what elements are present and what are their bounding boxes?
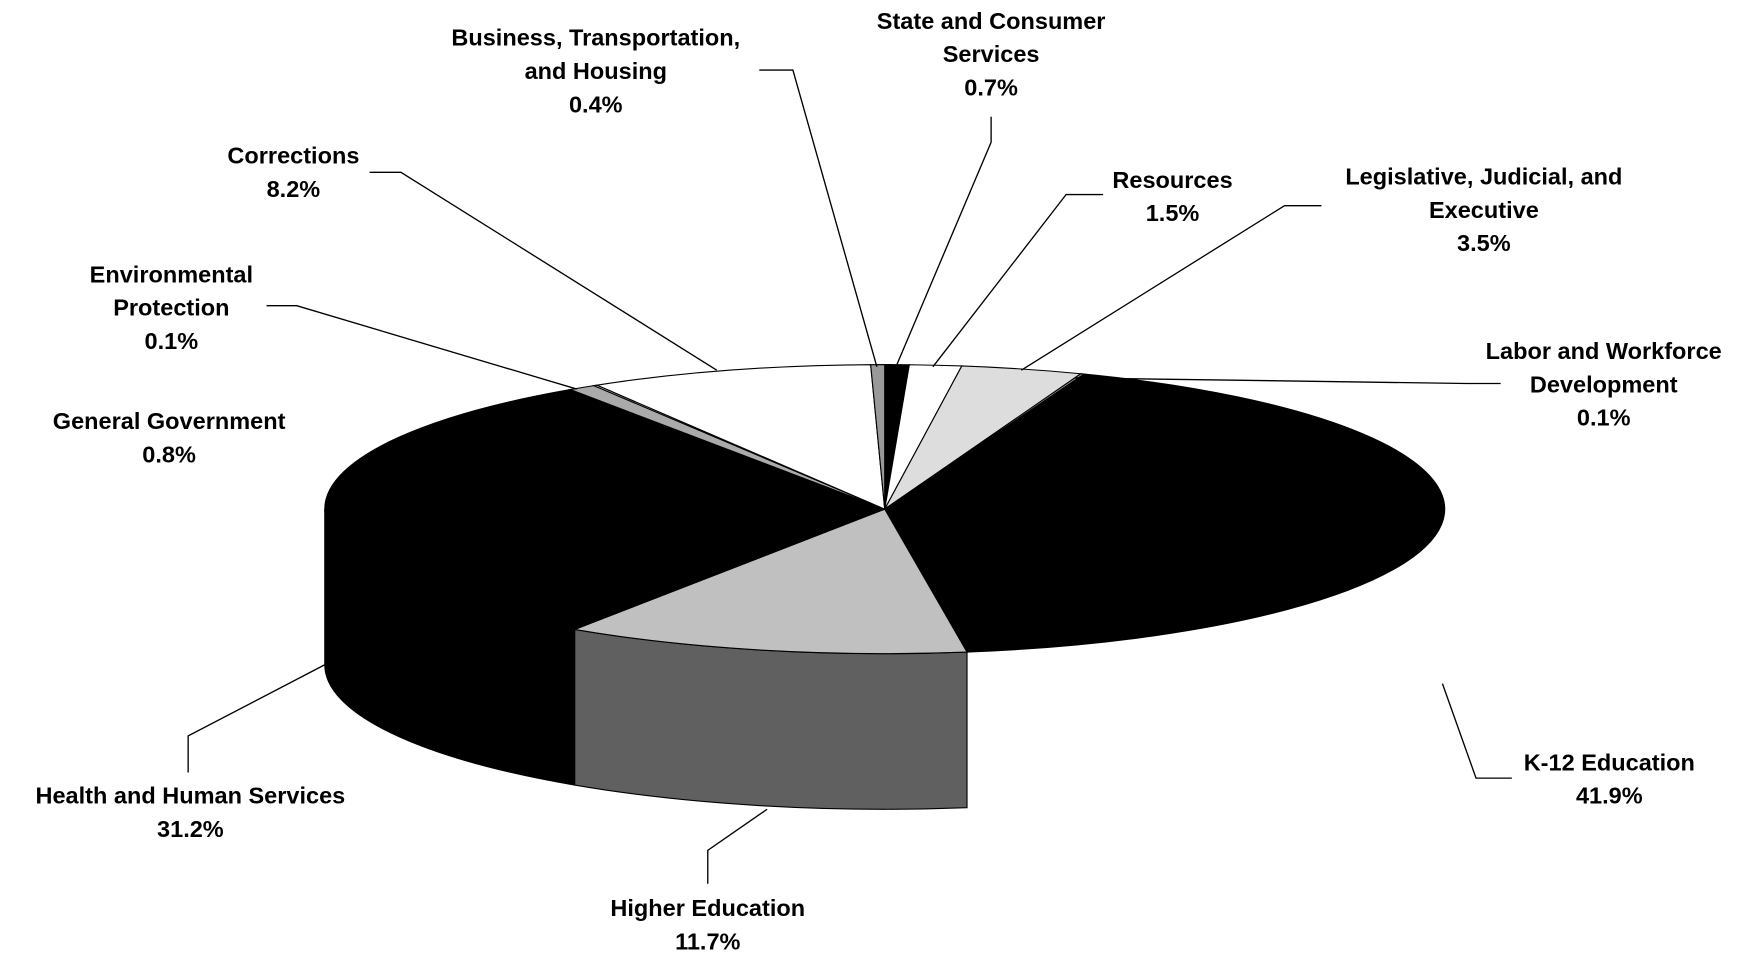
leader-line [759, 69, 878, 368]
category-label: Legislative, Judicial, and Executive [1345, 164, 1623, 224]
slice-label: Resources 1.5% [1061, 165, 1285, 232]
category-label: K-12 Education [1523, 750, 1695, 776]
value-label: 3.5% [1457, 231, 1511, 257]
slice [594, 364, 886, 510]
slice-label: State and Consumer Services 0.7% [846, 6, 1137, 106]
value-label: 1.5% [1145, 201, 1200, 227]
category-label: Higher Education [610, 895, 806, 922]
slice-label: Environmental Protection 0.1% [71, 259, 273, 359]
slice-label: Higher Education 11.7% [568, 893, 848, 959]
leader-line [187, 664, 326, 773]
value-label: 0.7% [964, 75, 1018, 102]
slice-label: Legislative, Judicial, and Executive 3.5% [1305, 161, 1663, 261]
slice [324, 388, 887, 631]
category-label: Environmental Protection [89, 262, 254, 322]
value-label: 8.2% [266, 176, 321, 203]
category-label: State and Consumer Services [876, 8, 1106, 68]
value-label: 0.1% [1576, 405, 1631, 432]
slice [870, 364, 886, 510]
category-label: Labor and Workforce Development [1485, 339, 1722, 398]
category-label: Corrections [227, 143, 360, 169]
leader-line [369, 171, 718, 371]
slice-label: General Government 0.8% [1, 406, 337, 473]
slice-label: Health and Human Services 31.2% [0, 780, 381, 847]
leader-line [932, 193, 1104, 368]
category-label: Health and Human Services [35, 783, 346, 810]
slice-label: Labor and Workforce Development 0.1% [1464, 336, 1744, 436]
leader-line [1020, 204, 1322, 371]
category-label: Resources [1112, 167, 1233, 194]
value-label: 11.7% [675, 929, 741, 955]
slice-label: Corrections 8.2% [181, 140, 405, 207]
leader-line [1075, 377, 1501, 385]
value-label: 0.1% [144, 329, 199, 355]
category-label: General Government [52, 409, 286, 435]
slice [883, 373, 1446, 653]
value-label: 0.8% [142, 442, 196, 468]
value-label: 0.4% [568, 92, 623, 118]
leader-line [707, 808, 768, 884]
category-label: Business, Transportation, and Housing [451, 25, 741, 85]
slice-label: K-12 Education 41.9% [1469, 747, 1747, 814]
value-label: 41.9% [1575, 783, 1643, 810]
leader-line [895, 116, 992, 368]
slice [572, 508, 968, 655]
slice-label: Business, Transportation, and Housing 0.4… [428, 22, 764, 122]
slice-side [574, 628, 968, 810]
leader-line [266, 305, 577, 390]
leader-line [1441, 683, 1512, 779]
value-label: 31.2% [157, 817, 224, 843]
